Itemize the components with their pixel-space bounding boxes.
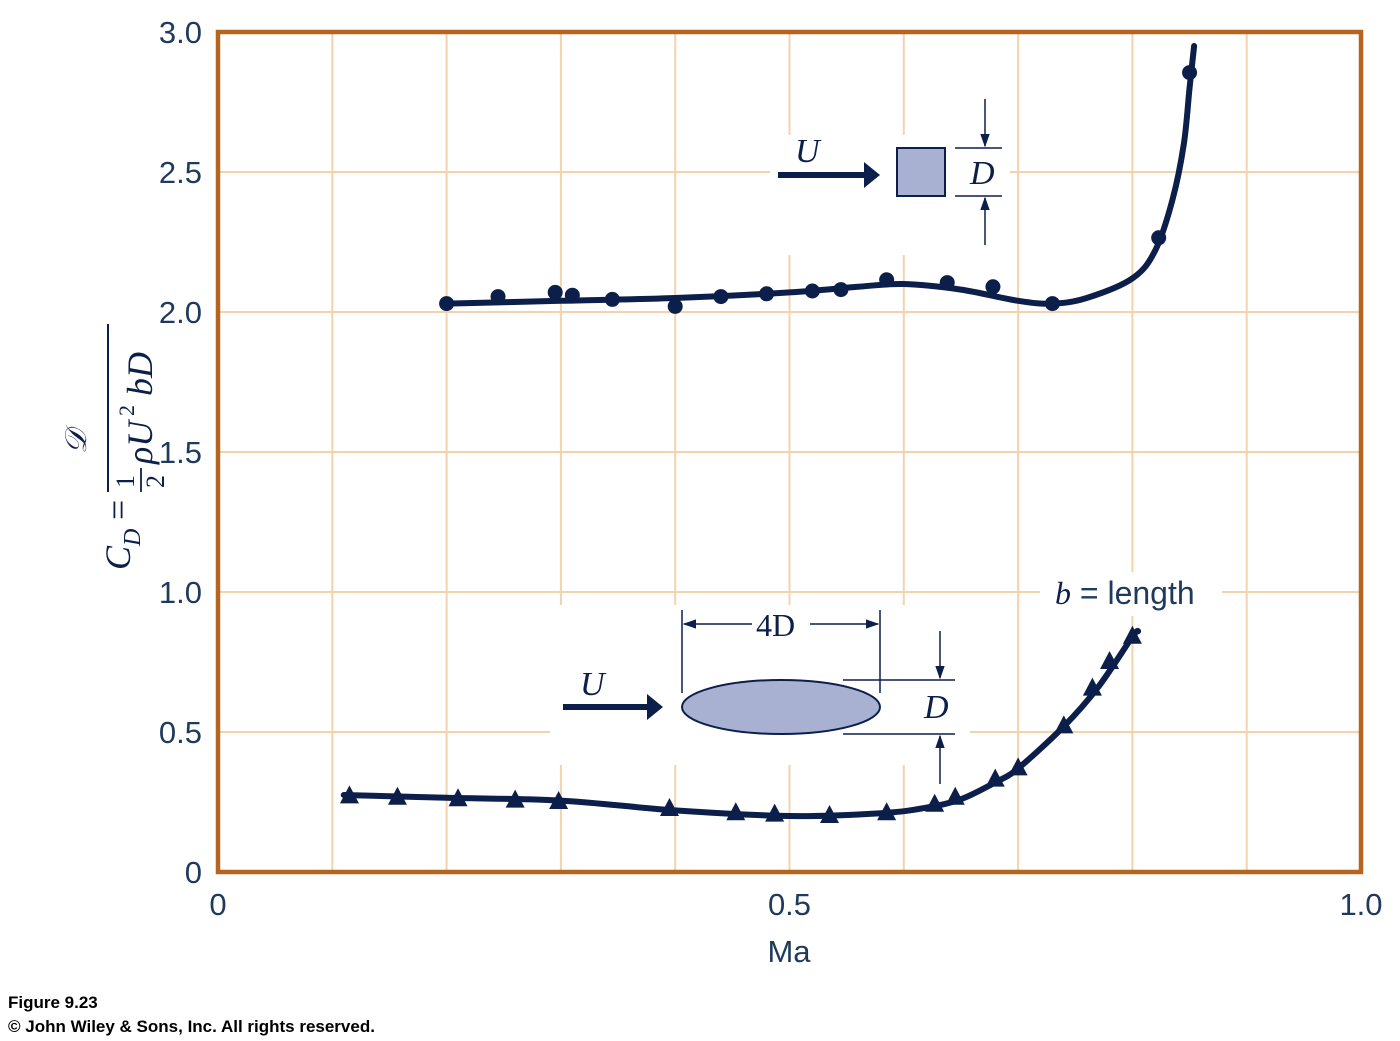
elliptical-cross-section [681, 679, 881, 735]
y-tick-label: 1.5 [159, 435, 202, 470]
svg-text:=: = [98, 500, 138, 520]
svg-text:D: D [120, 529, 146, 547]
data-point-circle [564, 287, 580, 303]
data-point-circle [985, 279, 1001, 295]
y-tick-label: 1.0 [159, 575, 202, 610]
x-axis-title: Ma [767, 934, 811, 969]
data-point-circle [804, 283, 820, 299]
data-point-circle [759, 286, 775, 302]
data-point-triangle [448, 788, 468, 807]
y-tick-label: 0 [185, 855, 202, 890]
data-point-circle [833, 282, 849, 298]
data-point-triangle [820, 805, 840, 823]
data-point-circle [604, 291, 620, 307]
data-point-triangle [765, 803, 785, 822]
data-point-triangle [1082, 677, 1102, 696]
data-point-circle [713, 289, 729, 305]
ellipse-dimension-label: D [923, 689, 949, 726]
data-point-triangle [877, 802, 897, 821]
svg-text:1: 1 [111, 475, 140, 488]
data-point-triangle [549, 791, 569, 809]
square-velocity-label: U [795, 133, 822, 170]
svg-text:bD: bD [120, 352, 160, 396]
svg-text:ρU: ρU [120, 419, 160, 465]
data-point-triangle [945, 786, 965, 805]
data-point-triangle [1008, 757, 1028, 776]
y-axis-title: C D = 𝒟 1 2 ρU 2 bD [59, 324, 170, 570]
data-point-circle [939, 275, 955, 291]
series-2-curve [340, 627, 1142, 820]
data-point-circle [667, 298, 683, 314]
ellipse-width-label: 4D [756, 607, 795, 643]
length-note-text: = length [1071, 575, 1195, 611]
data-point-triangle [985, 768, 1005, 787]
data-point-triangle [1100, 651, 1120, 669]
square-cylinder-annotation: U D [770, 99, 1010, 255]
length-note: b = length [1055, 575, 1195, 611]
data-point-circle [879, 272, 895, 288]
x-tick-label: 1.0 [1339, 887, 1382, 922]
svg-text:2: 2 [141, 475, 170, 488]
data-point-circle [439, 296, 455, 312]
series-1-curve [443, 43, 1198, 307]
data-point-triangle [387, 786, 407, 805]
svg-text:2: 2 [114, 405, 139, 416]
figure-label: Figure 9.23 [8, 993, 98, 1012]
y-tick-label: 0.5 [159, 715, 202, 750]
plot-frame [215, 29, 1364, 875]
svg-text:𝒟: 𝒟 [59, 425, 94, 454]
length-note-variable: b [1055, 575, 1071, 611]
y-tick-label: 3.0 [159, 15, 202, 50]
ellipse-velocity-label: U [580, 666, 607, 703]
square-cross-section [896, 147, 946, 197]
svg-text:C: C [98, 545, 138, 570]
data-point-circle [547, 284, 563, 300]
data-point-triangle [505, 789, 525, 808]
data-point-triangle [1122, 625, 1142, 644]
x-tick-label: 0.5 [768, 887, 811, 922]
data-point-circle [1044, 296, 1060, 312]
y-tick-label: 2.5 [159, 155, 202, 190]
data-point-triangle [1054, 715, 1074, 734]
tick-labels: 0 0.5 1.0 0 0.5 1.0 1.5 2.0 2.5 3.0 [159, 15, 1383, 922]
square-dimension-label: D [969, 155, 995, 192]
data-point-triangle [659, 798, 679, 816]
data-point-circle [490, 289, 506, 305]
data-point-circle [1182, 65, 1198, 81]
y-tick-label: 2.0 [159, 295, 202, 330]
elliptical-cylinder-annotation: U 4D D b = length [550, 572, 1222, 784]
data-point-circle [1151, 230, 1167, 246]
copyright-notice: © John Wiley & Sons, Inc. All rights res… [8, 1017, 375, 1036]
data-markers [339, 65, 1198, 823]
fitted-curves [340, 43, 1198, 820]
data-point-triangle [339, 785, 359, 804]
x-tick-label: 0 [209, 887, 226, 922]
data-point-triangle [726, 802, 746, 821]
data-point-triangle [925, 793, 945, 812]
